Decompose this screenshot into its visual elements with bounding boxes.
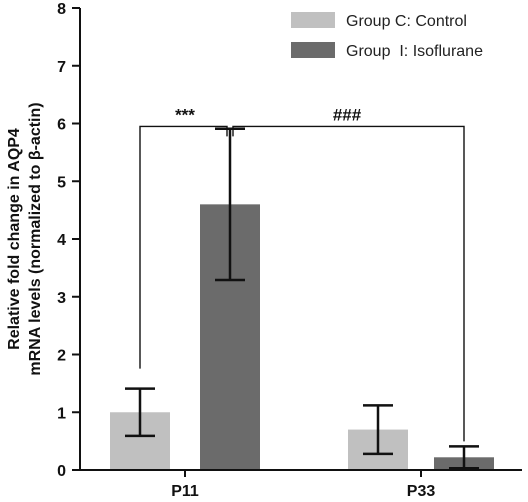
legend-swatch-2: [291, 42, 335, 58]
y-tick-label: 2: [57, 348, 66, 365]
y-tick-label: 3: [57, 290, 66, 307]
bars: [110, 204, 494, 470]
significance-bracket-2: ###: [232, 105, 465, 442]
y-tick-label: 5: [57, 174, 66, 191]
legend-label-2: Group I: Isoflurane: [346, 43, 483, 60]
y-tick-label: 1: [57, 405, 66, 422]
legend-swatch-1: [291, 12, 335, 28]
x-tick-label-p33: P33: [407, 483, 436, 500]
error-bar-p33-series-2: [449, 445, 479, 470]
y-axis-title-line-2: mRNA levels (normalized to β-actin): [27, 102, 44, 375]
y-tick-label: 6: [57, 117, 66, 134]
error-bars: [125, 127, 479, 470]
error-bar-p11-series-2: [215, 127, 245, 282]
y-axis-title: Relative fold change in AQP4 mRNA levels…: [6, 102, 44, 375]
legend-label-1: Group C: Control: [346, 13, 467, 30]
significance-label-1: ***: [175, 105, 195, 124]
error-bar-p11-series-1: [125, 387, 155, 438]
y-tick-label: 8: [57, 1, 66, 18]
y-axis-title-line-1: Relative fold change in AQP4: [6, 128, 23, 350]
y-tick-label: 7: [57, 59, 66, 76]
y-tick-label: 0: [57, 463, 66, 480]
significance-bracket-1: ***: [139, 105, 228, 369]
y-tick-label: 4: [57, 232, 66, 249]
axes: [79, 8, 522, 471]
error-bar-p33-series-1: [363, 404, 393, 456]
significance-label-2: ###: [333, 105, 362, 124]
x-axis-labels: P11 P33: [171, 470, 435, 500]
legend: Group C: Control Group I: Isoflurane: [291, 12, 483, 60]
significance-brackets: *** ###: [139, 105, 465, 442]
y-axis-ticks: 0 1 2 3 4 5 6 7 8: [57, 1, 80, 480]
x-tick-label-p11: P11: [171, 483, 199, 500]
